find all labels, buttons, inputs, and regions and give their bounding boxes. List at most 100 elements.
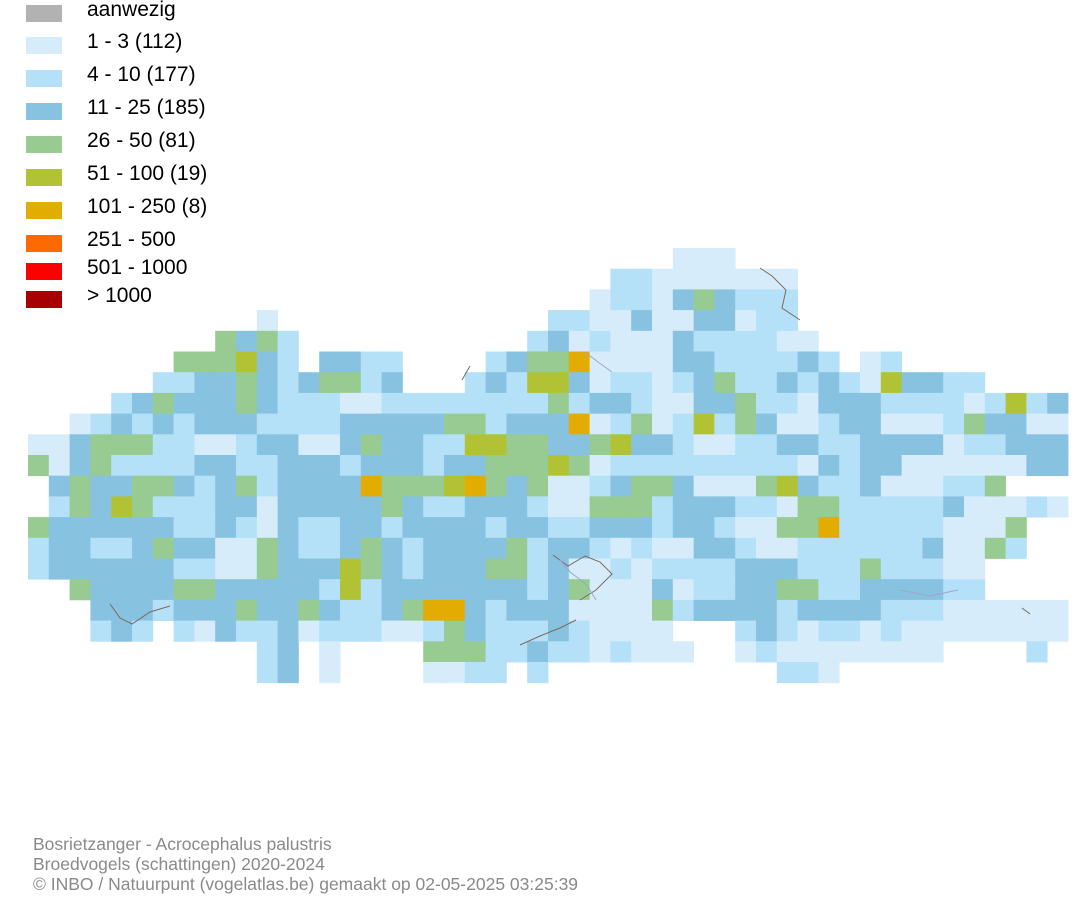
grid-cell xyxy=(693,310,715,332)
legend-label: aanwezig xyxy=(87,0,176,21)
grid-cell xyxy=(548,351,570,373)
grid-cell xyxy=(402,537,424,559)
grid-cell xyxy=(1026,434,1048,456)
grid-cell xyxy=(901,558,923,580)
grid-cell xyxy=(444,641,466,663)
grid-cell xyxy=(360,496,382,518)
legend-label: 51 - 100 (19) xyxy=(87,162,208,185)
grid-cell xyxy=(298,517,320,539)
grid-cell xyxy=(776,413,798,435)
grid-cell xyxy=(256,537,278,559)
grid-cell xyxy=(256,392,278,414)
grid-cell xyxy=(423,558,445,580)
grid-cell xyxy=(423,455,445,477)
grid-cell xyxy=(48,455,70,477)
grid-cell xyxy=(48,537,70,559)
grid-cell xyxy=(776,558,798,580)
grid-cell xyxy=(818,620,840,642)
grid-cell xyxy=(527,517,549,539)
grid-cell xyxy=(215,455,237,477)
grid-cell xyxy=(69,496,91,518)
grid-cell xyxy=(444,620,466,642)
grid-cell xyxy=(485,620,507,642)
grid-cell xyxy=(485,662,507,684)
grid-cell xyxy=(548,434,570,456)
grid-cell xyxy=(527,537,549,559)
grid-cell xyxy=(756,268,778,290)
grid-cell xyxy=(714,248,736,270)
grid-cell xyxy=(631,537,653,559)
grid-cell xyxy=(381,351,403,373)
grid-cell xyxy=(568,310,590,332)
grid-cell xyxy=(672,475,694,497)
grid-cell xyxy=(90,413,112,435)
grid-cell xyxy=(319,537,341,559)
grid-cell xyxy=(797,455,819,477)
grid-cell xyxy=(797,537,819,559)
grid-cell xyxy=(839,413,861,435)
grid-cell xyxy=(964,372,986,394)
grid-cell xyxy=(964,558,986,580)
grid-cell xyxy=(548,579,570,601)
grid-cell xyxy=(215,475,237,497)
grid-cell xyxy=(464,496,486,518)
grid-cell xyxy=(485,434,507,456)
grid-cell xyxy=(797,330,819,352)
grid-cell xyxy=(797,475,819,497)
grid-cell xyxy=(381,579,403,601)
grid-cell xyxy=(693,455,715,477)
grid-cell xyxy=(922,517,944,539)
grid-cell xyxy=(402,475,424,497)
grid-cell xyxy=(173,372,195,394)
grid-cell xyxy=(714,330,736,352)
grid-cell xyxy=(964,537,986,559)
grid-cell xyxy=(860,579,882,601)
grid-cell xyxy=(610,517,632,539)
legend-item-26-50: 26 - 50 (81) xyxy=(26,129,366,162)
grid-cell xyxy=(360,620,382,642)
grid-cell xyxy=(984,434,1006,456)
grid-cell xyxy=(880,517,902,539)
grid-cell xyxy=(943,372,965,394)
grid-cell xyxy=(464,662,486,684)
grid-cell xyxy=(444,413,466,435)
grid-cell xyxy=(922,413,944,435)
grid-cell xyxy=(922,620,944,642)
grid-cell xyxy=(797,620,819,642)
grid-cell xyxy=(527,662,549,684)
grid-cell xyxy=(756,330,778,352)
grid-cell xyxy=(506,620,528,642)
grid-cell xyxy=(256,620,278,642)
grid-cell xyxy=(69,517,91,539)
grid-cell xyxy=(735,434,757,456)
grid-cell xyxy=(152,392,174,414)
grid-cell xyxy=(132,392,154,414)
grid-cell xyxy=(922,579,944,601)
grid-cell xyxy=(943,620,965,642)
grid-cell xyxy=(298,599,320,621)
grid-cell xyxy=(548,455,570,477)
grid-cell xyxy=(444,599,466,621)
grid-cell xyxy=(444,496,466,518)
grid-cell xyxy=(964,620,986,642)
grid-cell xyxy=(319,434,341,456)
grid-cell xyxy=(215,330,237,352)
grid-cell xyxy=(880,392,902,414)
grid-cell xyxy=(860,392,882,414)
legend-swatch xyxy=(26,169,62,186)
grid-cell xyxy=(173,558,195,580)
grid-cell xyxy=(1026,641,1048,663)
grid-cell xyxy=(28,434,50,456)
grid-cell xyxy=(111,475,133,497)
grid-cell xyxy=(672,579,694,601)
grid-cell xyxy=(298,537,320,559)
grid-cell xyxy=(901,372,923,394)
grid-cell xyxy=(28,455,50,477)
grid-cell xyxy=(631,599,653,621)
grid-cell xyxy=(360,455,382,477)
grid-cell xyxy=(90,434,112,456)
grid-cell xyxy=(381,455,403,477)
grid-cell xyxy=(1005,434,1027,456)
grid-cell xyxy=(319,496,341,518)
grid-cell xyxy=(340,475,362,497)
